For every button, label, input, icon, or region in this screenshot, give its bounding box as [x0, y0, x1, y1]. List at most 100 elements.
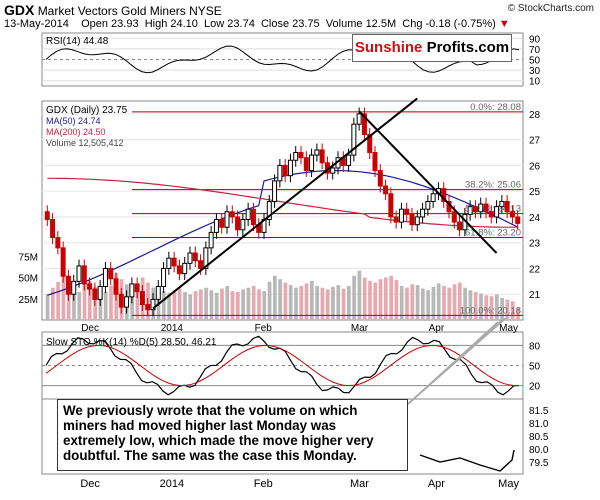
volume-bar [516, 308, 520, 320]
volume-bar [183, 291, 187, 320]
open-value: 23.93 [111, 18, 139, 30]
x-tick-bottom: Apr [428, 478, 445, 490]
volume-bar [272, 275, 277, 320]
candle-body [150, 298, 156, 311]
volume-bar [294, 287, 298, 320]
candle-body [129, 283, 135, 298]
sto-tick: 20 [529, 382, 541, 393]
candle-body [92, 288, 98, 300]
volume-bar [484, 295, 489, 320]
volume-value: 12.5M [365, 18, 397, 30]
volume-bar [473, 291, 478, 320]
volume-bar [426, 290, 430, 320]
candle-body [509, 211, 515, 218]
volume-bar [103, 291, 108, 320]
chg-value: -0.18 (-0.75%) [425, 18, 496, 30]
volume-bar [283, 282, 288, 320]
volume-bar [431, 286, 436, 320]
volume-bar [267, 281, 272, 320]
candle-body [472, 206, 478, 213]
volume-bar [315, 286, 319, 320]
volume-bar [357, 270, 362, 320]
volume-bar [251, 286, 256, 320]
brand-credit: © StockCharts.com [507, 3, 594, 14]
volume-bar [346, 286, 351, 320]
x-tick-top: Feb [255, 323, 273, 334]
candle-body [303, 157, 309, 172]
volume-bar [510, 301, 515, 320]
volume-bar [177, 288, 182, 320]
volume-bar [489, 296, 494, 320]
volume-bar [188, 294, 193, 320]
volume-bar [457, 282, 462, 320]
rsi-line [45, 45, 520, 74]
fib-label: 50.0%: 24.13 [465, 204, 521, 215]
fib-label: 61.8%: 23.20 [465, 228, 521, 239]
candle-body [420, 208, 426, 218]
candle-body [478, 203, 484, 213]
candle-body [414, 216, 420, 226]
candle-body [134, 283, 140, 293]
candle-body [198, 260, 204, 269]
chart-header: GDX Market Vectors Gold Miners NYSE [4, 2, 222, 18]
downtrend-line [358, 110, 498, 254]
candle-body [203, 247, 209, 269]
sunshine-profits-logo: Sunshine Profits.com [352, 34, 512, 62]
volume-bar [161, 291, 166, 320]
volume-bar [198, 289, 203, 320]
logo-part1: Sunshine [354, 39, 423, 56]
volume-bar [204, 287, 208, 320]
price-tick: 25 [529, 187, 541, 198]
candle-body [377, 170, 383, 187]
logo-part2: Profits.com [426, 39, 510, 56]
sto-tick: 50 [529, 362, 541, 373]
price-tick: 24 [529, 213, 541, 224]
fib-label: 100.0%: 20.18 [460, 305, 521, 316]
volume-bar [225, 286, 230, 320]
exchange: NYSE [189, 4, 222, 18]
price-legend-0: GDX (Daily) 23.75 [46, 105, 128, 116]
cot-tick: 79.5 [529, 458, 549, 469]
volume-bar [246, 287, 251, 320]
candle-body [388, 193, 394, 218]
x-tick-bottom: May [498, 478, 519, 490]
cot-tick: 80.0 [529, 445, 549, 456]
volume-bar [167, 292, 171, 320]
candle-body [346, 154, 352, 166]
volume-bar [373, 282, 378, 320]
x-tick-top: 2014 [161, 323, 184, 334]
x-tick-top: Dec [81, 323, 99, 334]
candle-body [176, 265, 182, 275]
candle-body [208, 231, 214, 249]
volume-bar [109, 286, 113, 320]
cot-tick: 81.0 [529, 419, 549, 430]
price-tick: 26 [529, 161, 541, 172]
candle-body [504, 200, 510, 213]
sto-label: Slow STO %K(14) %D(5) 28.50, 46.21 [46, 337, 217, 348]
high-label: High [144, 18, 168, 30]
volume-bar [172, 290, 177, 320]
volume-bar [72, 290, 76, 320]
volume-bar [420, 288, 425, 320]
price-tick: 21 [529, 290, 541, 301]
volume-bar [66, 286, 71, 320]
candle-body [71, 280, 77, 295]
candle-body [367, 133, 373, 154]
security-name: Market Vectors Gold Miners [37, 4, 186, 18]
candle-body [235, 216, 241, 231]
price-tick: 27 [529, 136, 541, 147]
rsi-tick: 90 [529, 34, 541, 45]
candle-body [118, 293, 124, 308]
x-tick-top: May [499, 323, 518, 334]
volume-bar [61, 275, 66, 320]
volume-bar [352, 275, 356, 320]
candle-body [102, 267, 108, 288]
candle-body [351, 123, 357, 156]
candle-body [457, 221, 463, 231]
volume-bar [362, 277, 367, 320]
price-tick: 22 [529, 264, 541, 275]
x-tick-bottom: Dec [80, 478, 100, 490]
candle-body [330, 167, 336, 174]
candle-body [224, 211, 230, 228]
chg-label: Chg [402, 18, 423, 30]
